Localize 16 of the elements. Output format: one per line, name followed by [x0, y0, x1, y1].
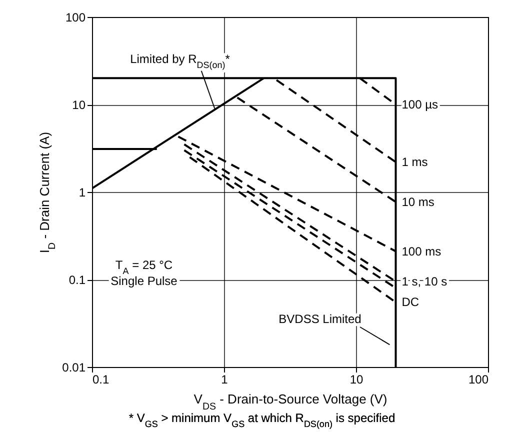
- series-label: 1 ms: [402, 155, 428, 170]
- x-tick-label: 1: [221, 372, 228, 386]
- y-tick-label: 0.01: [62, 360, 86, 374]
- y-tick-label: 0.1: [68, 273, 86, 287]
- x-tick-label: 100: [468, 372, 489, 386]
- x-axis-title: V$_{DS}$ - Drain-to-Source Voltage (V): [194, 392, 388, 412]
- text: * V$_{GS}$ > minimum V$_{GS}$ at which R$_{DS(on)}$ is specified: [128, 411, 396, 429]
- x-tick-label: 10: [350, 372, 364, 386]
- y-tick-label: 100: [65, 10, 86, 24]
- x-tick-label: 0.1: [92, 372, 110, 386]
- series-label: 10 ms: [402, 194, 434, 209]
- y-tick-label: 10: [72, 98, 86, 112]
- series-label: DC: [402, 295, 420, 310]
- series-label: 100 ms: [402, 244, 442, 258]
- annotation: T$_{A}$ = 25 °C: [115, 258, 173, 276]
- y-tick-label: 1: [78, 186, 86, 200]
